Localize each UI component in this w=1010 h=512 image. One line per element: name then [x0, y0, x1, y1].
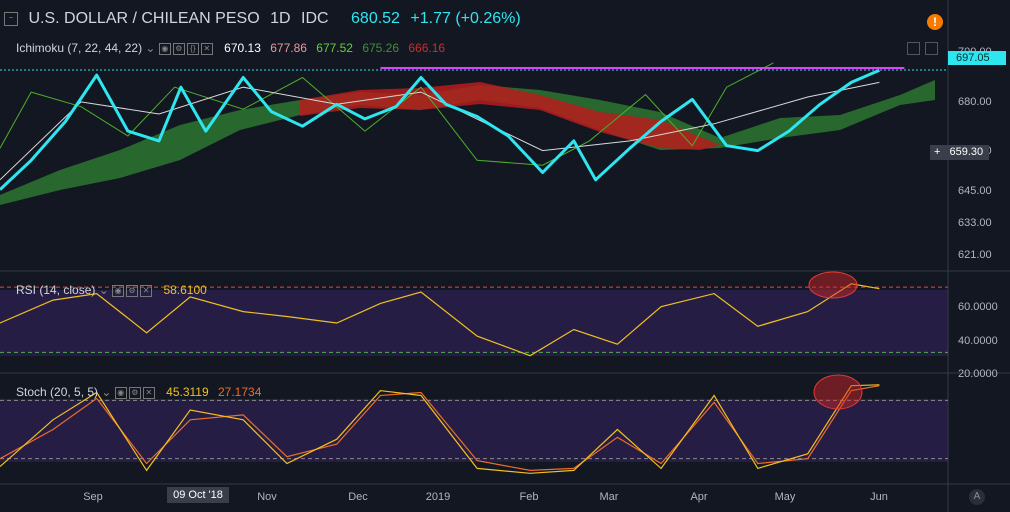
time-tick-label: Dec [348, 491, 368, 503]
eye-icon[interactable]: ◉ [158, 42, 171, 55]
pane-settings-icon[interactable] [925, 42, 938, 55]
symbol-title[interactable]: U.S. DOLLAR / CHILEAN PESO [28, 10, 260, 27]
price-line [0, 68, 880, 191]
ichimoku-label[interactable]: Ichimoku (7, 22, 44, 22) [16, 41, 143, 55]
ichimoku-v5: 666.16 [408, 41, 446, 55]
close-icon[interactable]: ✕ [142, 386, 155, 399]
stoch-highlight-ellipse [813, 374, 863, 410]
gear-icon[interactable]: ⚙ [126, 284, 139, 297]
price-tick-label: 645.00 [958, 185, 992, 197]
interval[interactable]: 1D [270, 10, 291, 27]
time-tick-label: Sep [83, 491, 103, 503]
ichimoku-cloud-bearish [300, 82, 720, 150]
time-tick-label: May [775, 491, 796, 503]
ichimoku-cloud-bullish [0, 80, 935, 205]
eye-icon[interactable]: ◉ [112, 284, 125, 297]
rsi-highlight-ellipse [808, 271, 858, 299]
price-tick-label: 680.00 [958, 96, 992, 108]
ichimoku-v3: 677.52 [316, 41, 353, 55]
ichimoku-v1: 670.13 [224, 41, 261, 55]
alert-icon[interactable]: ! [927, 14, 943, 30]
stoch-d-value: 27.1734 [217, 385, 262, 399]
collapse-icon[interactable]: − [4, 11, 18, 26]
rsi-label[interactable]: RSI (14, close) [16, 283, 96, 297]
stoch-d-line [0, 385, 880, 472]
price-tick-label: 633.00 [958, 217, 992, 229]
auto-scale-button[interactable]: A [969, 489, 985, 505]
current-price-tag: 697.05 [948, 51, 1006, 65]
chevron-down-icon[interactable]: ⌄ [98, 283, 109, 297]
stoch-legend: Stoch (20, 5, 5) ⌄ ◉ ⚙ ✕ 45.3119 27.1734 [16, 385, 261, 399]
eye-icon[interactable]: ◉ [114, 386, 127, 399]
stoch-k-value: 45.3119 [166, 385, 209, 399]
close-icon[interactable]: ✕ [140, 284, 153, 297]
gear-icon[interactable]: ⚙ [172, 42, 185, 55]
stoch-band [0, 399, 948, 462]
time-tick-label: Feb [520, 491, 539, 503]
plus-icon[interactable]: + [934, 146, 941, 158]
time-tick-label: Mar [600, 491, 619, 503]
price-tick-label: 621.00 [958, 249, 992, 261]
pane-maximize-icon[interactable] [907, 42, 920, 55]
rsi-band [0, 290, 948, 356]
code-icon[interactable]: {} [186, 42, 199, 55]
symbol-header: − U.S. DOLLAR / CHILEAN PESO 1D IDC 680.… [4, 10, 521, 28]
ichimoku-v2: 677.86 [270, 41, 307, 55]
crosshair-date-label: 09 Oct '18 [167, 487, 229, 503]
crosshair-price: 659.30 [949, 146, 984, 158]
rsi-tick-label: 20.0000 [958, 368, 998, 380]
price-change: +1.77 (+0.26%) [410, 10, 521, 27]
last-price: 680.52 [351, 10, 400, 27]
chevron-down-icon[interactable]: ⌄ [101, 385, 112, 399]
exchange: IDC [301, 10, 329, 27]
rsi-tick-label: 40.0000 [958, 335, 998, 347]
stoch-k-line [0, 384, 880, 474]
close-icon[interactable]: ✕ [200, 42, 213, 55]
stoch-label[interactable]: Stoch (20, 5, 5) [16, 385, 99, 399]
time-tick-label: Nov [257, 491, 277, 503]
ichimoku-v4: 675.26 [362, 41, 400, 55]
rsi-line [0, 283, 880, 357]
rsi-legend: RSI (14, close) ⌄ ◉ ⚙ ✕ 58.6100 [16, 283, 207, 297]
time-tick-label: Apr [690, 491, 707, 503]
ichimoku-legend: Ichimoku (7, 22, 44, 22) ⌄ ◉ ⚙{} ✕ 670.13 … [16, 41, 445, 55]
rsi-tick-label: 60.0000 [958, 301, 998, 313]
chevron-down-icon[interactable]: ⌄ [145, 41, 156, 55]
crosshair-price-tag: + 659.30 [930, 145, 990, 160]
rsi-value: 58.6100 [163, 283, 207, 297]
time-tick-label: Jun [870, 491, 888, 503]
gear-icon[interactable]: ⚙ [128, 386, 141, 399]
conversion-line [0, 81, 880, 181]
time-tick-label: 2019 [426, 491, 450, 503]
